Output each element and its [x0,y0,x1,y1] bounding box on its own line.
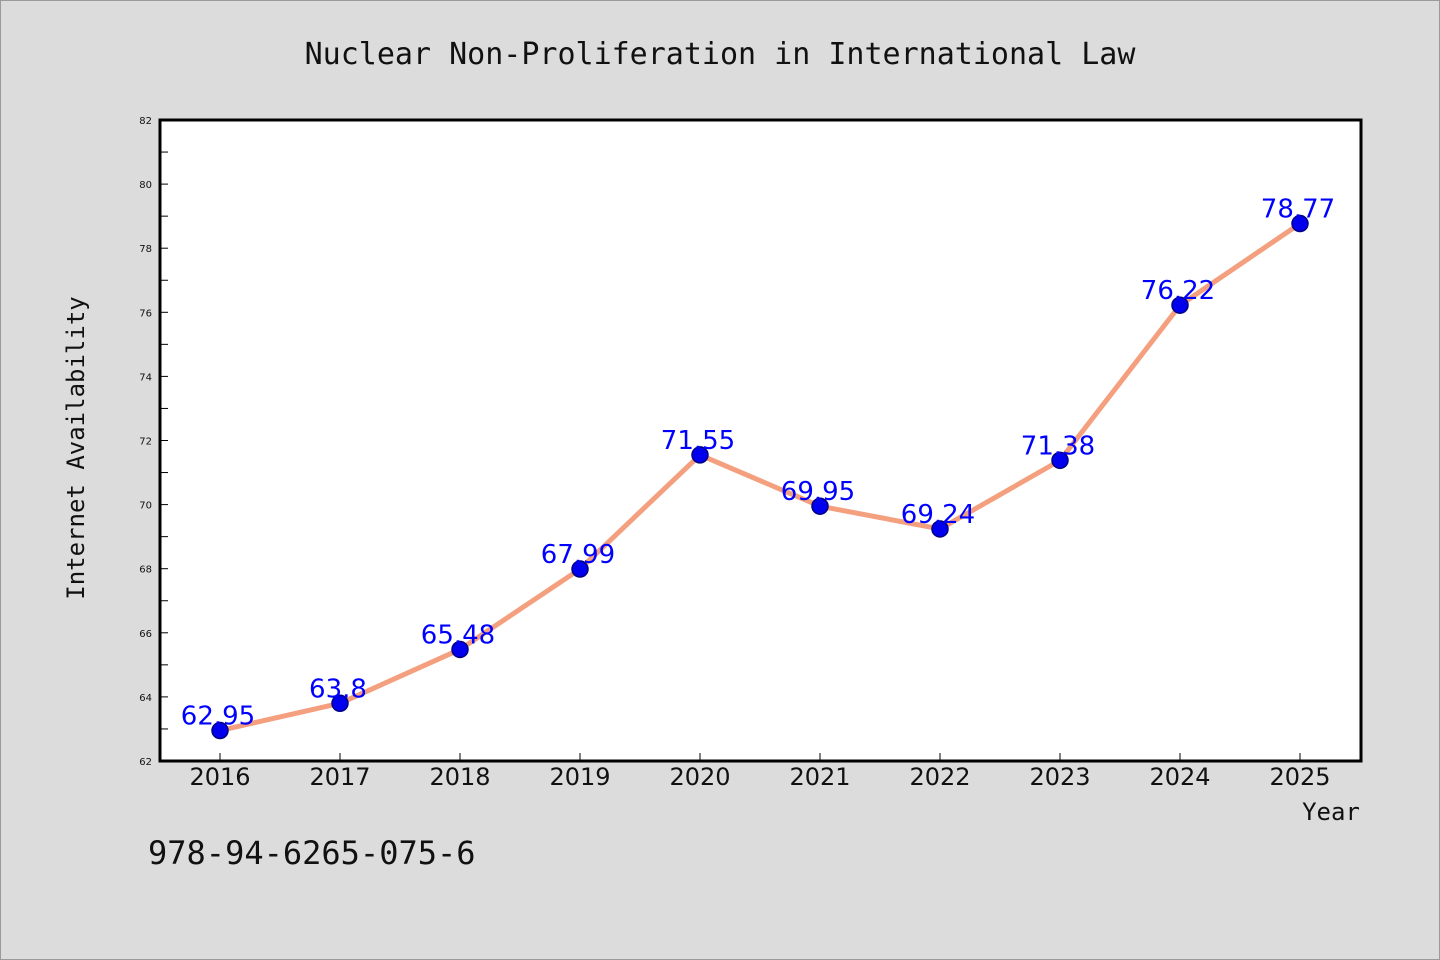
data-label: 71.38 [1021,431,1095,461]
data-label: 67.99 [541,540,615,570]
x-tick-label: 2017 [309,763,370,791]
x-tick-label: 2022 [909,763,970,791]
x-tick-label: 2016 [189,763,250,791]
isbn-code: 978-94-6265-075-6 [148,834,476,872]
data-label: 69.24 [901,500,975,530]
chart-title: Nuclear Non-Proliferation in Internation… [305,37,1137,72]
x-axis-label: Year [1302,798,1360,826]
y-tick-label: 70 [139,501,152,512]
data-label: 65.48 [421,620,495,650]
x-tick-label: 2020 [669,763,730,791]
x-axis-ticks: 2016 2017 2018 2019 2020 2021 2022 2023 2024 2025 [189,753,1331,791]
y-tick-label: 74 [139,372,152,383]
data-point [1171,296,1189,314]
data-point [1291,214,1309,233]
data-label: 69.95 [781,477,855,507]
x-tick-label: 2023 [1029,763,1090,791]
data-point [931,520,949,538]
data-point [571,560,589,578]
data-label: 71.55 [661,426,735,456]
y-tick-label: 76 [139,308,152,319]
x-tick-label: 2024 [1149,763,1210,791]
x-tick-label: 2018 [429,763,490,791]
y-tick-label: 64 [139,693,152,704]
y-tick-label: 80 [139,180,152,191]
x-tick-label: 2025 [1269,763,1330,791]
y-tick-label: 62 [139,757,152,768]
y-tick-label: 78 [139,244,152,255]
y-axis-ticks: 62 64 66 68 70 72 74 76 78 80 82 [139,116,168,768]
data-label: 63.8 [309,674,367,704]
y-tick-label: 82 [139,116,152,127]
data-point [451,640,469,659]
data-point [691,446,709,464]
y-tick-label: 68 [139,565,152,576]
plot-area [158,118,1363,763]
x-tick-label: 2021 [789,763,850,791]
data-point [811,497,829,515]
y-axis-label: Internet Availability [62,296,90,599]
y-tick-label: 66 [139,629,152,640]
data-label: 78.77 [1261,195,1335,225]
data-point [1051,451,1069,470]
x-tick-label: 2019 [549,763,610,791]
data-label: 62.95 [181,702,255,732]
data-point [211,721,229,740]
data-label: 76.22 [1141,276,1215,306]
series-line [217,221,1303,734]
series-layer: 62.95 63.8 65.48 67.99 71.55 69.95 69.24 71.38 7… [181,195,1335,740]
y-tick-label: 72 [139,437,152,448]
data-point [331,694,349,713]
